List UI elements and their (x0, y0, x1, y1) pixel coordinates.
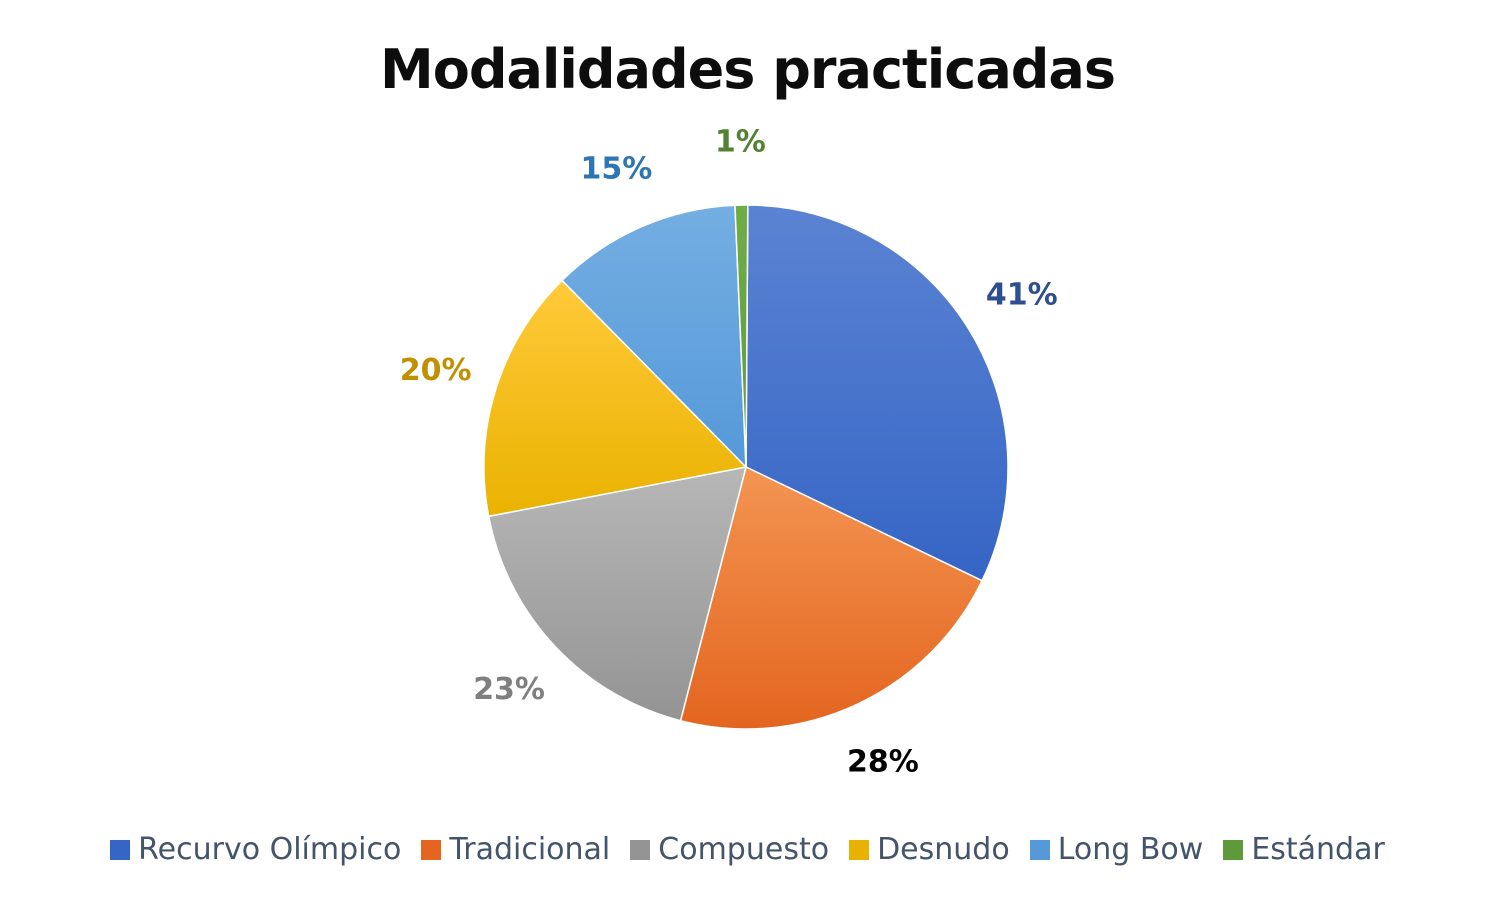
legend-item-compuesto: Compuesto (630, 832, 829, 867)
data-label-compuesto: 23% (473, 672, 545, 707)
legend-swatch (1029, 839, 1050, 860)
legend-label: Tradicional (449, 832, 611, 867)
pie-slice-desnudo (483, 279, 748, 518)
legend-label: Desnudo (877, 832, 1010, 867)
chart-title: Modalidades practicadas (379, 38, 1116, 101)
data-label-tradicional: 28% (847, 744, 919, 779)
legend-swatch (1223, 839, 1244, 860)
chart-legend: Recurvo Olímpico Tradicional Compuesto Desn… (0, 832, 1495, 867)
legend-swatch (110, 839, 131, 860)
legend-swatch (849, 839, 870, 860)
legend-swatch (630, 839, 651, 860)
legend-label: Estándar (1251, 832, 1385, 867)
legend-item-tradicional: Tradicional (421, 832, 610, 867)
legend-label: Recurvo Olímpico (138, 832, 402, 867)
pie-slice-recurvo-olimpico (745, 204, 1009, 582)
legend-item-desnudo: Desnudo (849, 832, 1010, 867)
data-label-desnudo: 20% (400, 353, 472, 388)
legend-item-long-bow: Long Bow (1029, 832, 1204, 867)
legend-label: Long Bow (1057, 832, 1204, 867)
pie-slice-tradicional (679, 465, 984, 730)
data-label-estandar: 1% (715, 125, 766, 160)
pie-slice-compuesto (487, 466, 748, 722)
legend-item-recurvo-olimpico: Recurvo Olímpico (110, 832, 401, 867)
pie-slice-long-bow (560, 204, 747, 469)
legend-item-estandar: Estándar (1223, 832, 1385, 867)
legend-label: Compuesto (658, 832, 830, 867)
pie-slice-estandar (734, 204, 749, 468)
data-label-recurvo-olimpico: 41% (986, 278, 1058, 313)
legend-swatch (421, 839, 442, 860)
data-label-long-bow: 15% (580, 152, 652, 187)
